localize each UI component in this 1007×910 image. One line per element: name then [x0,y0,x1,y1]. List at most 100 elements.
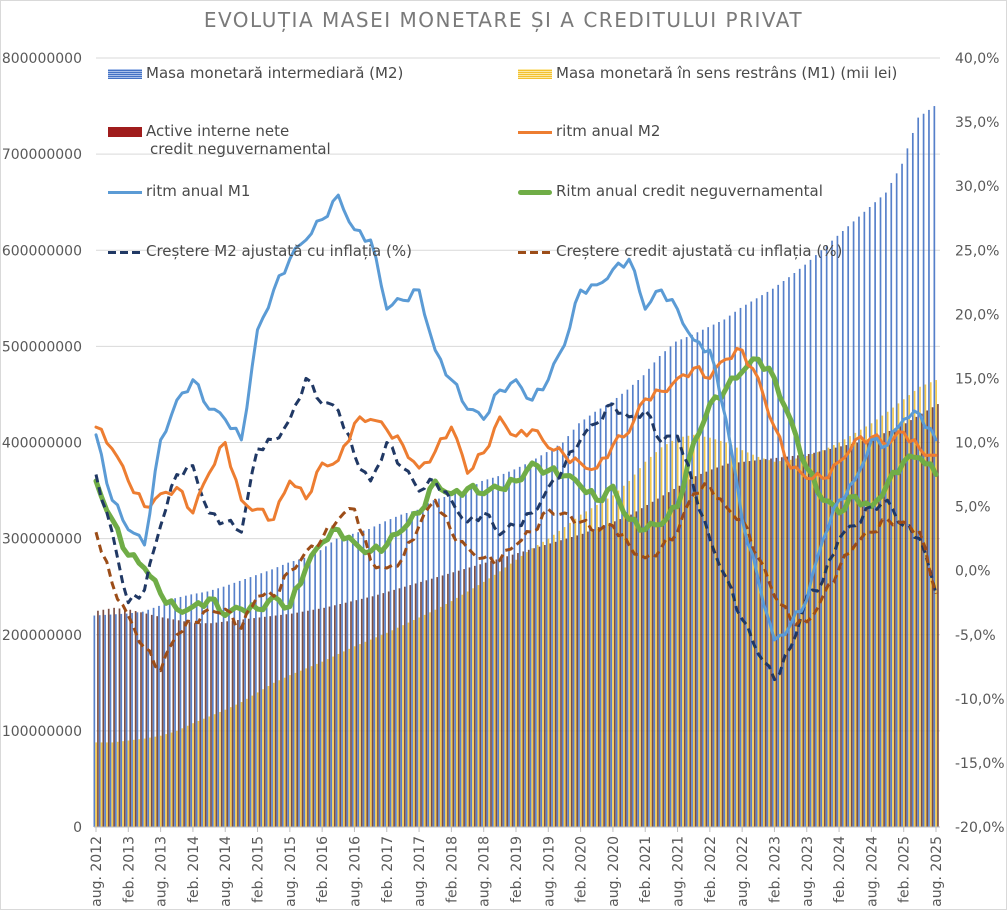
bar-m1 [849,436,851,827]
bar-active-interne [150,614,153,827]
bar-active-interne [506,556,509,827]
bar-m2 [594,411,596,827]
bar-m1 [186,725,189,827]
bar-active-interne [764,459,767,827]
bar-m2 [664,351,666,827]
legend-item-m2[interactable]: Masa monetară intermediară (M2) [108,64,403,82]
bar-m2 [373,526,376,827]
bar-m2 [691,334,693,827]
y-tick-right: -10,0% [955,692,1005,708]
bar-m2 [831,240,833,827]
bar-m1 [176,730,178,828]
bar-m2 [454,493,456,827]
bar-m2 [276,567,279,827]
bar-m2 [432,500,435,827]
legend-item-m2-ajustat[interactable]: Creștere M2 ajustată cu inflația (%) [108,242,412,260]
bar-m2 [825,245,828,827]
bar-active-interne [813,452,815,827]
bar-active-interne [614,521,616,827]
chart-title: EVOLUȚIA MASEI MONETARE ȘI A CREDITULUI … [203,8,804,32]
bar-m1 [913,390,916,827]
bar-m2 [152,607,155,827]
bar-m2 [351,533,354,827]
bar-m2 [298,559,300,827]
bar-active-interne [684,482,686,827]
legend-item-active-interne[interactable]: Active interne nete credit neguvernament… [108,122,331,158]
bar-active-interne [737,462,740,827]
bar-active-interne [560,540,562,827]
legend-item-ritm-m2[interactable]: ritm anual M2 [518,122,660,140]
bar-m1 [192,723,194,827]
legend-label-m1: Masa monetară în sens restrâns (M1) (mii… [556,64,898,82]
bar-m1 [757,456,760,827]
bar-m2 [233,582,236,827]
bar-active-interne [694,476,697,827]
bar-m2 [98,615,101,827]
bar-m2 [648,368,650,827]
bar-m2 [147,609,150,827]
bar-m1 [838,442,841,827]
bar-m1 [348,648,351,827]
bar-m2 [357,532,360,827]
bar-m1 [412,620,415,827]
bar-active-interne [355,600,358,827]
y-tick-left: 0 [73,820,82,836]
x-tick-label: feb. 2013 [121,836,137,903]
bar-active-interne [167,618,169,827]
bar-active-interne [759,459,762,827]
bar-active-interne [899,425,902,827]
bar-active-interne [931,407,934,827]
legend-item-m1[interactable]: Masa monetară în sens restrâns (M1) (mii… [518,64,897,82]
bar-active-interne [258,617,261,827]
bar-m1 [337,653,340,827]
legend-item-credit-ajustat[interactable]: Creștere credit ajustată cu inflația (%) [518,242,842,260]
bar-active-interne [926,410,929,827]
bar-active-interne [673,488,675,827]
bar-m1 [908,395,911,827]
x-tick-label: feb. 2018 [444,836,460,903]
bar-m1 [639,468,641,827]
bar-m1 [827,447,830,827]
bar-m1 [606,498,609,827]
y-tick-right: 20,0% [955,307,999,323]
legend-label-active-interne-wrap: Active interne nete credit neguvernament… [146,122,331,158]
bar-m1 [316,663,318,827]
bar-m1 [515,559,517,827]
bar-m2 [120,613,123,827]
y-tick-left: 700000000 [2,147,82,163]
bar-m2 [201,592,203,827]
bar-active-interne [791,455,794,827]
bar-m1 [859,429,862,827]
bar-m2 [901,163,903,828]
bar-m2 [459,492,462,827]
bar-m1 [897,403,900,827]
bar-m1 [714,439,717,827]
bar-m1 [622,485,625,827]
bar-active-interne [161,617,164,827]
bar-m1 [272,682,275,827]
bar-m2 [168,600,171,827]
bar-m2 [502,473,505,827]
y-axis-right: -20,0% -15,0% -10,0% -5,0% 0,0% 5,0% 10,0% 15,0… [955,51,1005,836]
bar-m1 [574,518,577,827]
x-tick-label: feb. 2021 [638,836,654,903]
bar-active-interne [377,594,379,827]
bar-m2 [906,148,909,828]
bar-m2 [287,562,290,827]
bar-m1 [278,680,281,827]
bar-m1 [531,548,534,827]
bar-m1 [256,692,259,827]
bar-m2 [335,538,338,828]
bar-m1 [262,689,264,827]
bar-active-interne [877,435,880,827]
legend-item-ritm-credit[interactable]: Ritm anual credit neguvernamental [518,182,823,200]
bar-active-interne [544,545,546,827]
bar-active-interne [592,529,595,827]
bar-active-interne [937,404,939,827]
bar-active-interne [468,567,471,827]
bar-m2 [788,277,790,827]
bar-active-interne [382,593,385,827]
x-tick-label: aug. 2023 [800,836,816,907]
legend-item-ritm-m1[interactable]: ritm anual M1 [108,182,250,200]
bar-m2 [481,480,483,827]
